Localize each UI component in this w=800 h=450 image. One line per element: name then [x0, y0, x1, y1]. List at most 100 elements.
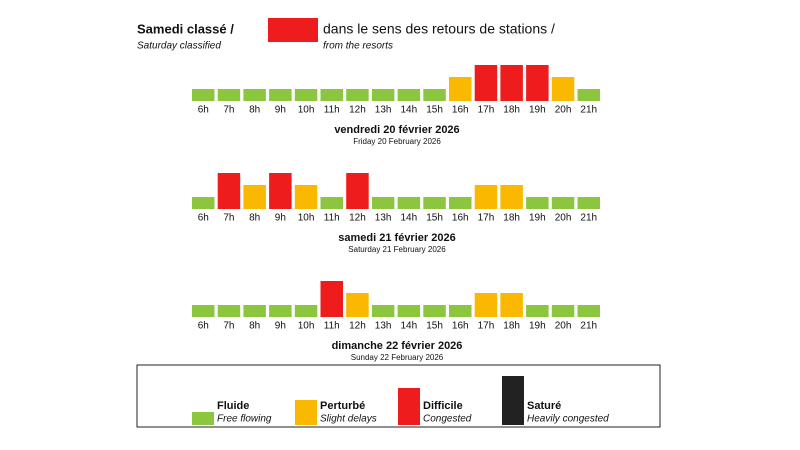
hour-label: 20h — [555, 213, 572, 224]
hour-label: 9h — [275, 105, 286, 116]
traffic-bar — [320, 89, 343, 101]
hour-label: 14h — [401, 321, 418, 332]
hour-label: 10h — [298, 213, 315, 224]
header-subtitle: Saturday classified — [137, 41, 221, 52]
day-subtitle: Sunday 22 February 2026 — [351, 353, 444, 362]
traffic-bar — [269, 305, 292, 317]
hour-label: 15h — [426, 213, 443, 224]
header-direction: dans le sens des retours de stations / — [323, 21, 555, 37]
day-subtitle: Saturday 21 February 2026 — [348, 245, 446, 254]
traffic-bar — [294, 305, 318, 317]
day-title: dimanche 22 février 2026 — [332, 340, 463, 352]
hour-label: 14h — [401, 213, 418, 224]
traffic-bar — [371, 197, 395, 209]
hour-label: 16h — [452, 213, 469, 224]
hour-label: 15h — [426, 321, 443, 332]
hour-label: 12h — [349, 321, 366, 332]
traffic-bar — [526, 197, 549, 209]
traffic-bar — [500, 185, 523, 209]
traffic-bar — [551, 305, 575, 317]
hour-label: 11h — [324, 105, 340, 116]
hour-label: 13h — [375, 105, 392, 116]
legend-swatch — [192, 412, 214, 425]
legend-label: Fluide — [217, 400, 249, 412]
traffic-bar — [500, 293, 523, 317]
traffic-bar — [371, 89, 395, 101]
header-direction-en: from the resorts — [323, 41, 393, 52]
hour-label: 18h — [503, 213, 520, 224]
hour-label: 20h — [555, 105, 572, 116]
hour-label: 17h — [478, 105, 495, 116]
hour-label: 19h — [529, 105, 546, 116]
hour-label: 7h — [223, 213, 234, 224]
hour-label: 17h — [478, 321, 495, 332]
traffic-bar — [269, 89, 292, 101]
traffic-bar — [397, 305, 421, 317]
legend-swatch — [398, 388, 420, 425]
hour-label: 9h — [275, 321, 286, 332]
traffic-bar — [526, 65, 549, 101]
legend-sublabel: Free flowing — [217, 414, 272, 425]
hour-label: 6h — [198, 105, 209, 116]
legend-box — [136, 364, 661, 428]
legend-label: Difficile — [423, 400, 463, 412]
traffic-bar — [500, 65, 523, 101]
traffic-bar — [217, 89, 241, 101]
traffic-bar — [397, 89, 421, 101]
legend-swatch — [502, 376, 524, 425]
traffic-bar — [269, 173, 292, 209]
traffic-bar — [346, 89, 369, 101]
traffic-bar — [192, 89, 215, 101]
traffic-bar — [397, 197, 421, 209]
traffic-bar — [423, 305, 446, 317]
traffic-bar — [577, 197, 600, 209]
hour-label: 7h — [223, 321, 234, 332]
legend-sublabel: Heavily congested — [527, 414, 609, 425]
traffic-bar — [346, 173, 369, 209]
hour-label: 16h — [452, 321, 469, 332]
traffic-bar — [551, 197, 575, 209]
legend-label: Saturé — [527, 400, 561, 412]
traffic-bar — [294, 185, 318, 209]
legend-sublabel: Congested — [423, 414, 472, 425]
hour-label: 21h — [580, 321, 597, 332]
traffic-bar — [526, 305, 549, 317]
hour-label: 19h — [529, 213, 546, 224]
traffic-bar — [423, 89, 446, 101]
traffic-bar — [320, 197, 343, 209]
legend-swatch — [295, 400, 317, 425]
traffic-bar — [449, 305, 472, 317]
hour-label: 14h — [401, 105, 418, 116]
traffic-bar — [371, 305, 395, 317]
hour-label: 11h — [324, 213, 340, 224]
hour-label: 12h — [349, 213, 366, 224]
traffic-bar — [577, 89, 600, 101]
hour-label: 8h — [249, 105, 260, 116]
hour-label: 16h — [452, 105, 469, 116]
traffic-bar — [474, 65, 498, 101]
hour-label: 9h — [275, 213, 286, 224]
legend-label: Perturbé — [320, 400, 365, 412]
hour-label: 7h — [223, 105, 234, 116]
hour-label: 12h — [349, 105, 366, 116]
hour-label: 8h — [249, 321, 260, 332]
hour-label: 6h — [198, 213, 209, 224]
traffic-bar — [449, 197, 472, 209]
hour-label: 11h — [324, 321, 340, 332]
traffic-bar — [551, 77, 575, 101]
traffic-bar — [243, 305, 266, 317]
hour-label: 20h — [555, 321, 572, 332]
hour-label: 13h — [375, 213, 392, 224]
hour-label: 21h — [580, 105, 597, 116]
hour-label: 18h — [503, 105, 520, 116]
header-title: Samedi classé / — [137, 21, 234, 36]
traffic-bar — [474, 293, 498, 317]
hour-label: 13h — [375, 321, 392, 332]
traffic-bar — [192, 305, 215, 317]
hour-label: 15h — [426, 105, 443, 116]
traffic-bar — [346, 293, 369, 317]
hour-label: 18h — [503, 321, 520, 332]
traffic-bar — [320, 281, 343, 317]
traffic-bar — [449, 77, 472, 101]
